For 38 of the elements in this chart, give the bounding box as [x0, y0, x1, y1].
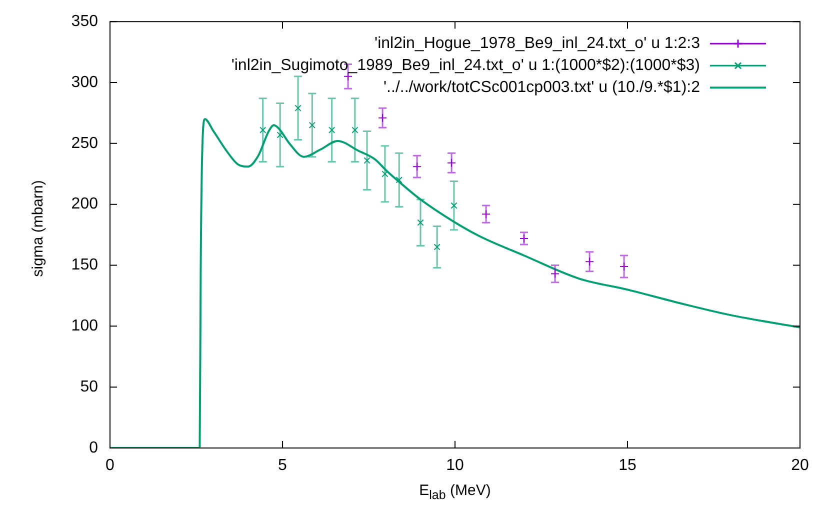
point	[585, 257, 594, 266]
line-series	[110, 118, 800, 448]
point	[276, 132, 284, 138]
y-axis-title: sigma (mbarn)	[30, 179, 46, 279]
y-tick-label: 150	[71, 256, 98, 274]
point	[352, 126, 358, 134]
x-tick-label: 10	[446, 457, 464, 474]
x-tick-label: 15	[618, 457, 636, 474]
point	[620, 262, 629, 271]
legend-label: 'inl2in_Hogue_1978_Be9_inl_24.txt_o' u 1:2:3	[374, 35, 700, 52]
point	[417, 219, 424, 226]
point	[364, 157, 370, 164]
y-tick-label: 0	[89, 439, 98, 456]
y-tick-label: 200	[71, 196, 98, 213]
x-axis-title: E$_{lab}$ (MeV)	[418, 482, 492, 502]
y-tick-label: 50	[80, 378, 98, 396]
point	[378, 113, 388, 122]
x-tick-label: 5	[278, 457, 288, 474]
point	[260, 126, 266, 134]
y-tick-label: 350	[71, 13, 98, 30]
point	[434, 244, 440, 250]
legend-label: '../../work/totCSc001cp003.txt' u (10./9.*$1):2	[384, 79, 700, 96]
y-tick-label: 100	[71, 318, 98, 335]
y-tick-label: 300	[71, 74, 98, 91]
x-tick-label: 20	[791, 457, 809, 474]
point	[412, 162, 422, 172]
point	[550, 269, 560, 278]
x-tick-label: 0	[106, 457, 115, 474]
point	[294, 104, 302, 112]
legend-label: 'inl2in_Sugimoto_1989_Be9_inl_24.txt_o' u 1:(1000*$2):(1000*$3)	[231, 57, 700, 74]
point	[382, 170, 388, 178]
point	[308, 122, 316, 128]
point	[482, 210, 491, 219]
point	[328, 126, 336, 134]
y-tick-label: 250	[71, 134, 98, 152]
point	[450, 202, 458, 209]
point	[396, 176, 402, 184]
point	[447, 158, 456, 168]
